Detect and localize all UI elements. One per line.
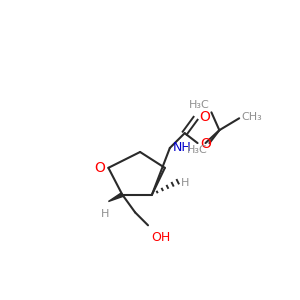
Text: H: H [181,178,189,188]
Text: CH₃: CH₃ [241,112,262,122]
Text: NH: NH [173,140,191,154]
Text: H: H [101,209,110,219]
Text: H₃C: H₃C [189,100,209,110]
Text: O: O [94,161,105,175]
Text: O: O [200,137,211,151]
Text: H₃C: H₃C [187,145,208,155]
Polygon shape [108,193,123,202]
Text: OH: OH [151,231,170,244]
Text: O: O [200,110,210,124]
